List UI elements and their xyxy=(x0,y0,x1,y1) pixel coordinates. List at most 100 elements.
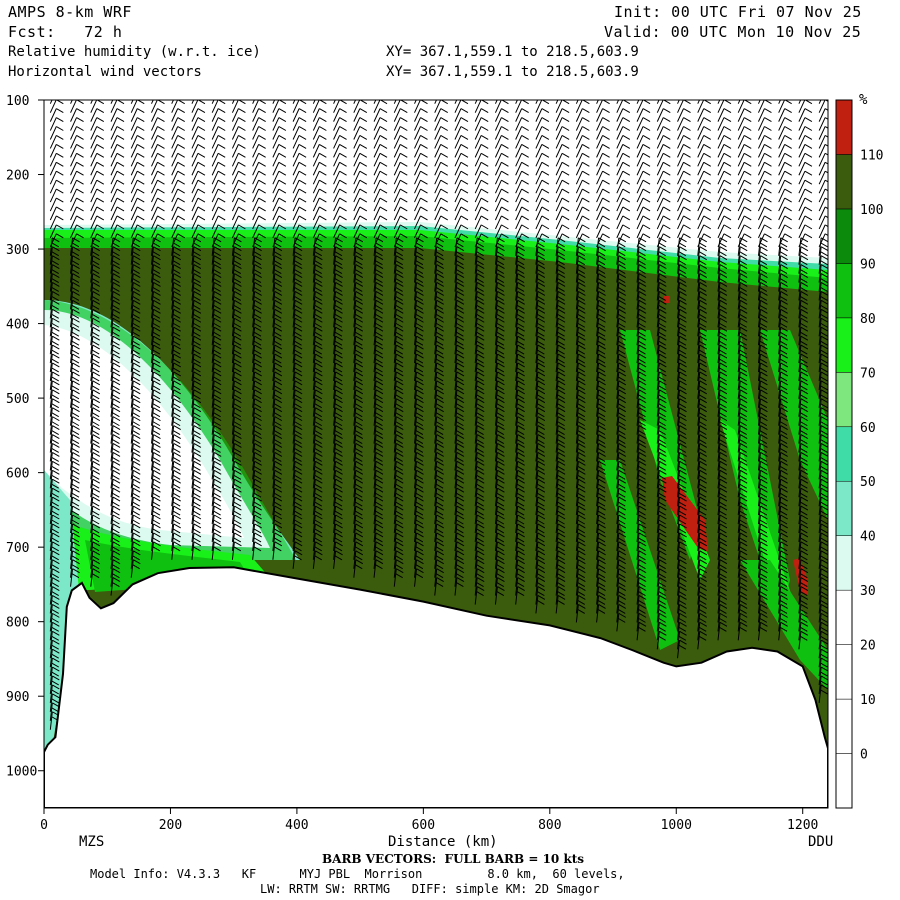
wind-barb-flag xyxy=(436,353,444,359)
wind-barb-staff xyxy=(150,416,154,435)
wind-barb-staff xyxy=(312,300,316,319)
wind-barb-staff xyxy=(434,523,438,542)
wind-barb-staff xyxy=(252,443,256,462)
wind-barb-flag xyxy=(516,260,525,266)
wind-barb-flag xyxy=(132,331,140,337)
wind-barb-flag xyxy=(355,416,364,422)
wind-barb-staff xyxy=(231,215,239,230)
wind-barb-staff xyxy=(596,327,600,346)
wind-barb-staff xyxy=(494,135,502,149)
wind-barb-flag xyxy=(71,385,80,391)
wind-barb-flag xyxy=(476,532,485,538)
wind-barb-flag xyxy=(177,135,185,140)
wind-barb-flag xyxy=(71,573,80,579)
wind-barb-flag xyxy=(314,322,322,328)
wind-barb-flag xyxy=(197,179,206,185)
wind-barb-flag xyxy=(137,108,145,114)
wind-barb-flag xyxy=(638,434,647,439)
wind-barb-staff xyxy=(49,702,53,721)
wind-barb-flag xyxy=(137,197,145,203)
wind-barb-staff xyxy=(373,224,381,239)
wind-barb-flag xyxy=(598,246,606,252)
wind-barb-flag xyxy=(659,532,667,538)
wind-barb-staff xyxy=(151,206,158,221)
wind-barb-flag xyxy=(658,537,666,543)
wind-barb-staff xyxy=(171,443,175,462)
wind-barb-flag xyxy=(496,260,505,266)
wind-barb-flag xyxy=(112,564,120,570)
wind-barb-flag xyxy=(153,246,161,252)
wind-barb-flag xyxy=(638,608,646,614)
wind-barb-staff xyxy=(70,273,74,292)
wind-barb-flag xyxy=(638,546,646,552)
wind-barb-staff xyxy=(656,505,660,525)
wind-barb-staff xyxy=(171,100,174,104)
wind-barb-flag xyxy=(622,224,631,230)
wind-barb-flag xyxy=(254,434,262,439)
wind-barb-staff xyxy=(677,264,681,283)
init-time: Init: 00 UTC Fri 07 Nov 25 xyxy=(614,3,862,21)
wind-barb-flag xyxy=(112,550,121,556)
wind-barb-flag xyxy=(703,161,712,167)
wind-barb-flag xyxy=(259,91,266,95)
wind-barb-staff xyxy=(575,398,579,417)
wind-barb-flag xyxy=(112,460,121,466)
wind-barb-flag xyxy=(476,282,485,287)
wind-barb-staff xyxy=(171,246,175,265)
wind-barb-flag xyxy=(659,353,667,359)
wind-barb-flag xyxy=(436,308,444,314)
wind-barb-flag xyxy=(415,510,424,516)
wind-barb-staff xyxy=(535,398,539,417)
wind-barb-flag xyxy=(658,358,666,364)
wind-barb-flag xyxy=(416,514,424,520)
wind-barb-flag xyxy=(173,416,181,422)
wind-barb-flag xyxy=(173,273,181,278)
wind-barb-flag xyxy=(658,313,666,319)
wind-barb-staff xyxy=(110,135,118,149)
wind-barb-staff xyxy=(333,327,337,346)
wind-barb-flag xyxy=(658,456,666,462)
wind-barb-staff xyxy=(353,514,357,534)
wind-barb-flag xyxy=(415,313,424,319)
wind-barb-staff xyxy=(555,345,559,364)
wind-barb-flag xyxy=(133,362,141,368)
wind-barb-flag xyxy=(638,255,647,261)
wind-barb-flag xyxy=(335,353,343,359)
wind-barb-flag xyxy=(517,434,525,439)
wind-barb-flag xyxy=(258,161,266,167)
wind-barb-staff xyxy=(150,541,154,560)
wind-barb-staff xyxy=(211,126,219,140)
wind-barb-flag xyxy=(557,546,565,552)
wind-barb-flag xyxy=(52,603,60,609)
wind-barb-staff xyxy=(292,100,300,113)
wind-barb-staff xyxy=(333,108,341,122)
wind-barb-flag xyxy=(678,519,687,525)
wind-barb-flag xyxy=(132,394,140,400)
wind-barb-flag xyxy=(213,451,222,457)
wind-barb-staff xyxy=(90,100,98,113)
wind-barb-staff xyxy=(191,153,199,167)
wind-barb-staff xyxy=(414,345,418,364)
wind-barb-staff xyxy=(130,336,134,355)
wind-barb-flag xyxy=(516,304,525,310)
wind-barb-flag xyxy=(234,460,242,466)
wind-barb-flag xyxy=(618,326,627,332)
wind-barb-staff xyxy=(515,336,519,355)
wind-barb-flag xyxy=(234,505,242,511)
wind-barb-staff xyxy=(151,179,158,194)
wind-barb-staff xyxy=(312,179,320,194)
wind-barb-staff xyxy=(474,505,478,525)
wind-barb-staff xyxy=(677,108,684,122)
wind-barb-flag xyxy=(51,662,59,668)
wind-barb-staff xyxy=(414,153,421,167)
wind-barb-flag xyxy=(618,523,627,529)
wind-barb-flag xyxy=(496,242,505,248)
wind-barb-staff xyxy=(474,237,478,256)
wind-barb-flag xyxy=(294,439,302,444)
wind-barb-flag xyxy=(561,197,570,203)
wind-barb-flag xyxy=(456,501,464,507)
wind-barb-staff xyxy=(312,188,320,203)
wind-barb-staff xyxy=(515,108,523,122)
wind-barb-staff xyxy=(130,389,134,408)
wind-barb-staff xyxy=(312,380,316,399)
